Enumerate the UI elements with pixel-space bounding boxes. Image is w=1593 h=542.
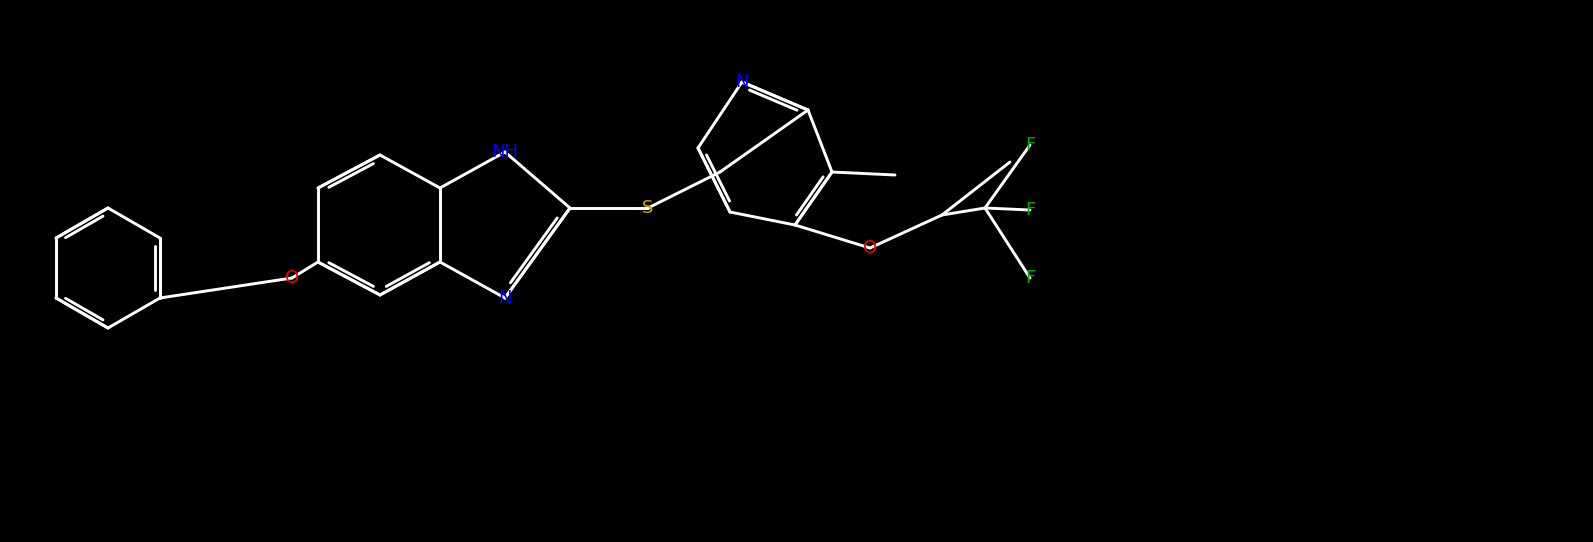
Text: F: F	[1024, 201, 1035, 219]
Text: N: N	[499, 289, 511, 307]
Text: O: O	[285, 269, 299, 287]
Text: S: S	[642, 199, 653, 217]
Text: F: F	[1024, 136, 1035, 154]
Text: NH: NH	[492, 143, 518, 161]
Text: O: O	[863, 239, 878, 257]
Text: F: F	[1024, 269, 1035, 287]
Text: N: N	[736, 73, 749, 91]
